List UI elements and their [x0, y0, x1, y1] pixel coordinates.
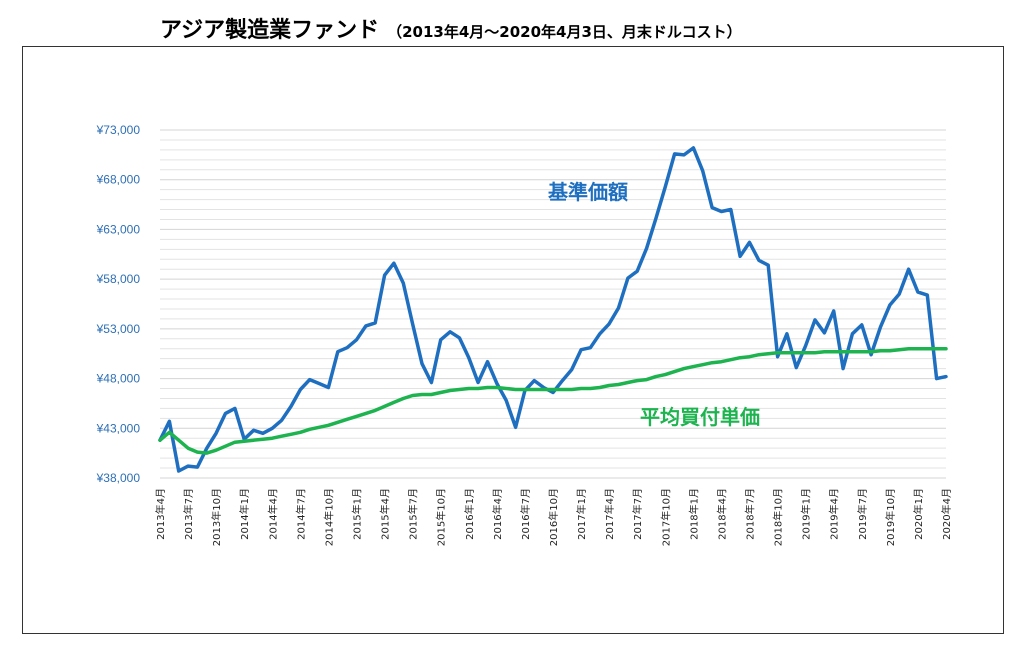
x-tick-label: 2015年10月: [435, 488, 448, 546]
x-tick-label: 2019年1月: [800, 488, 813, 540]
chart-title-sub: （2013年4月～2020年4月3日、月末ドルコスト）: [387, 23, 742, 41]
y-tick-label: ¥48,000: [96, 372, 141, 386]
y-tick-label: ¥73,000: [96, 123, 141, 137]
y-tick-label: ¥53,000: [96, 322, 141, 336]
series-line-avg: [158, 346, 948, 455]
x-tick-label: 2018年7月: [744, 488, 757, 540]
y-tick-label: ¥43,000: [96, 421, 141, 435]
series-line-nav: [158, 146, 948, 473]
x-tick-label: 2016年1月: [463, 488, 476, 540]
x-tick-label: 2019年10月: [884, 488, 897, 546]
x-tick-label: 2020年4月: [940, 488, 953, 540]
x-axis-ticks: 2013年4月 2013年7月 2013年10月 2014年1月 2014年4月 2014…: [154, 488, 953, 546]
x-tick-label: 2013年7月: [182, 488, 195, 540]
x-tick-label: 2017年1月: [575, 488, 588, 540]
x-tick-label: 2017年10月: [659, 488, 672, 546]
y-tick-label: ¥58,000: [96, 272, 141, 286]
x-tick-label: 2018年10月: [772, 488, 785, 546]
x-tick-label: 2020年1月: [912, 488, 925, 540]
x-tick-label: 2016年10月: [547, 488, 560, 546]
y-tick-label: ¥63,000: [96, 222, 141, 236]
x-tick-label: 2015年7月: [407, 488, 420, 540]
x-tick-label: 2015年4月: [379, 488, 392, 540]
chart-title-main: アジア製造業ファンド: [160, 18, 380, 43]
y-tick-label: ¥38,000: [96, 471, 141, 485]
series-lines: [158, 146, 948, 473]
chart-frame: [22, 46, 1004, 634]
x-tick-label: 2013年4月: [154, 488, 167, 540]
x-tick-label: 2018年1月: [687, 488, 700, 540]
x-tick-label: 2017年7月: [631, 488, 644, 540]
y-axis-ticks: ¥38,000 ¥43,000 ¥48,000 ¥53,000 ¥58,000 ¥63,0…: [96, 123, 141, 485]
series-label-avg: 平均買付単価: [640, 405, 760, 429]
x-tick-label: 2017年4月: [603, 488, 616, 540]
x-tick-label: 2016年7月: [519, 488, 532, 540]
x-tick-label: 2013年10月: [210, 488, 223, 546]
x-tick-label: 2019年4月: [828, 488, 841, 540]
x-tick-label: 2014年10月: [322, 488, 335, 546]
x-tick-label: 2014年4月: [266, 488, 279, 540]
x-tick-label: 2014年1月: [238, 488, 251, 540]
x-tick-label: 2015年1月: [351, 488, 364, 540]
chart-title: アジア製造業ファンド （2013年4月～2020年4月3日、月末ドルコスト）: [160, 12, 742, 44]
y-tick-label: ¥68,000: [96, 173, 141, 187]
x-tick-label: 2018年4月: [715, 488, 728, 540]
x-tick-label: 2014年7月: [294, 488, 307, 540]
x-tick-label: 2016年4月: [491, 488, 504, 540]
series-label-nav: 基準価額: [548, 180, 628, 204]
x-tick-label: 2019年7月: [856, 488, 869, 540]
